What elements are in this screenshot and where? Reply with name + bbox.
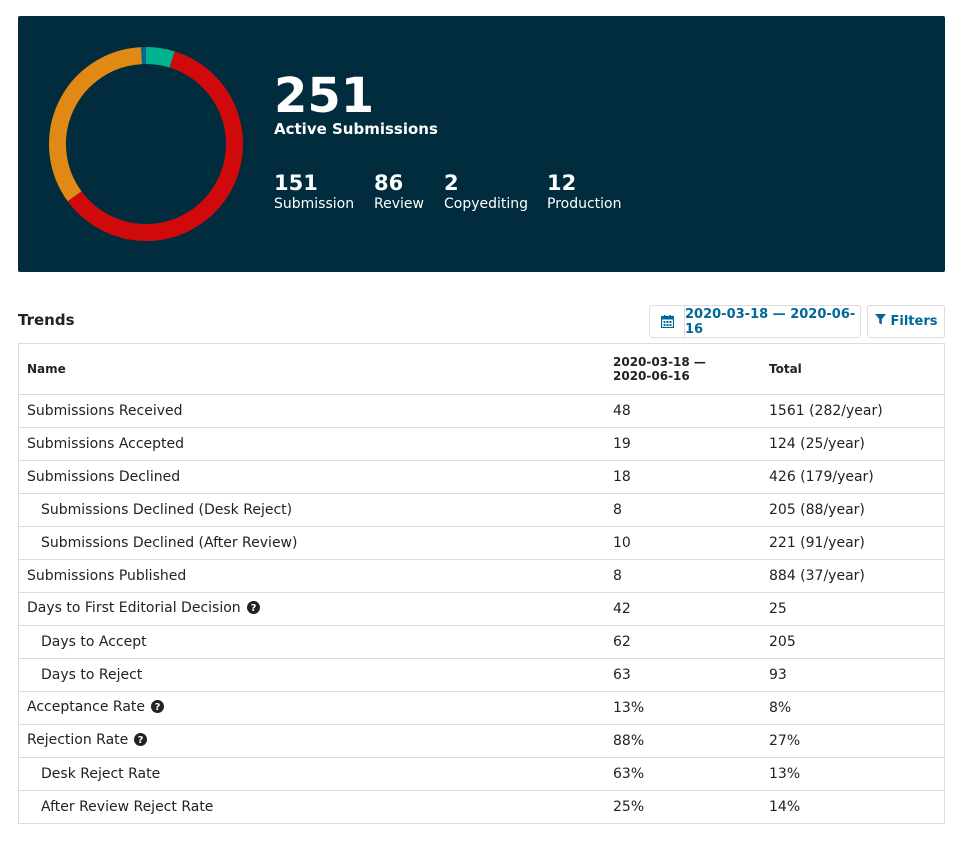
- svg-text:?: ?: [155, 702, 161, 713]
- stage-label: Production: [547, 196, 622, 212]
- stage-review: 86 Review: [374, 171, 424, 213]
- table-row: Submissions Received 48 1561 (282/year): [18, 394, 945, 428]
- row-range-value: 10: [605, 526, 761, 560]
- row-range-value: 25%: [605, 790, 761, 824]
- table-row: Submissions Accepted 19 124 (25/year): [18, 427, 945, 461]
- row-total-value: 14%: [761, 790, 945, 824]
- row-range-value: 18: [605, 460, 761, 494]
- calendar-icon: [650, 306, 685, 337]
- row-total-value: 205: [761, 625, 945, 659]
- row-total-value: 27%: [761, 724, 945, 758]
- row-total-value: 221 (91/year): [761, 526, 945, 560]
- row-name: Submissions Accepted: [18, 427, 605, 461]
- table-row: Submissions Declined (After Review) 10 2…: [18, 526, 945, 560]
- date-range-label: 2020-03-18 — 2020-06-16: [685, 306, 856, 337]
- column-header-range-line2: 2020-06-16: [613, 369, 690, 383]
- stage-count: 151: [274, 171, 318, 195]
- stage-label: Copyediting: [444, 196, 529, 212]
- column-header-date-range: 2020-03-18 — 2020-06-16: [605, 343, 761, 395]
- table-row: Days to First Editorial Decision? 42 25: [18, 592, 945, 626]
- donut-segment-review: [49, 47, 143, 202]
- row-total-value: 884 (37/year): [761, 559, 945, 593]
- row-range-value: 8: [605, 493, 761, 527]
- donut-segment-submission: [67, 51, 243, 241]
- table-row: Days to Reject 63 93: [18, 658, 945, 692]
- row-total-value: 205 (88/year): [761, 493, 945, 527]
- trends-title: Trends: [18, 311, 75, 329]
- stage-submission: 151 Submission: [274, 171, 354, 213]
- trends-table: Name 2020-03-18 — 2020-06-16 Total Submi…: [18, 343, 945, 824]
- table-row: Acceptance Rate? 13% 8%: [18, 691, 945, 725]
- filters-button[interactable]: Filters: [867, 305, 945, 338]
- active-submissions-label: Active Submissions: [274, 120, 438, 138]
- stage-count: 2: [444, 171, 459, 195]
- help-icon[interactable]: ?: [134, 733, 148, 750]
- row-total-value: 8%: [761, 691, 945, 725]
- row-total-value: 124 (25/year): [761, 427, 945, 461]
- stage-production: 12 Production: [547, 171, 621, 213]
- active-submissions-summary: 251 Active Submissions 151 Submission 86…: [18, 16, 945, 272]
- row-range-value: 13%: [605, 691, 761, 725]
- row-name: Submissions Declined (After Review): [18, 526, 605, 560]
- row-name-cell: Rejection Rate?: [18, 724, 605, 758]
- submissions-donut-chart: [49, 47, 243, 241]
- svg-text:?: ?: [138, 735, 144, 746]
- row-name: Acceptance Rate: [27, 699, 146, 715]
- table-row: After Review Reject Rate 25% 14%: [18, 790, 945, 824]
- row-name: Submissions Received: [18, 394, 605, 428]
- table-row: Submissions Declined (Desk Reject) 8 205…: [18, 493, 945, 527]
- stage-copyediting: 2 Copyediting: [444, 171, 528, 213]
- stage-label: Review: [374, 196, 424, 212]
- row-name: Submissions Published: [18, 559, 605, 593]
- column-header-total: Total: [761, 343, 945, 395]
- row-total-value: 93: [761, 658, 945, 692]
- row-total-value: 426 (179/year): [761, 460, 945, 494]
- svg-text:?: ?: [250, 603, 256, 614]
- row-total-value: 1561 (282/year): [761, 394, 945, 428]
- row-range-value: 8: [605, 559, 761, 593]
- row-range-value: 63%: [605, 757, 761, 791]
- row-total-value: 25: [761, 592, 945, 626]
- row-range-value: 48: [605, 394, 761, 428]
- row-name: Submissions Declined: [18, 460, 605, 494]
- active-submissions-count: 251: [274, 68, 375, 124]
- row-name: Rejection Rate: [27, 732, 129, 748]
- table-header-row: Name 2020-03-18 — 2020-06-16 Total: [18, 343, 945, 395]
- row-name: Days to Reject: [18, 658, 605, 692]
- row-name-cell: Acceptance Rate?: [18, 691, 605, 725]
- help-icon[interactable]: ?: [151, 700, 165, 717]
- row-name: Days to First Editorial Decision: [27, 600, 241, 616]
- table-row: Days to Accept 62 205: [18, 625, 945, 659]
- donut-segment-production: [145, 47, 175, 68]
- row-total-value: 13%: [761, 757, 945, 791]
- row-name: Days to Accept: [18, 625, 605, 659]
- table-row: Submissions Published 8 884 (37/year): [18, 559, 945, 593]
- row-name-cell: Days to First Editorial Decision?: [18, 592, 605, 626]
- date-range-button[interactable]: 2020-03-18 — 2020-06-16: [649, 305, 861, 338]
- table-row: Submissions Declined 18 426 (179/year): [18, 460, 945, 494]
- table-row: Desk Reject Rate 63% 13%: [18, 757, 945, 791]
- row-name: Desk Reject Rate: [18, 757, 605, 791]
- row-name: Submissions Declined (Desk Reject): [18, 493, 605, 527]
- help-icon[interactable]: ?: [246, 601, 260, 618]
- row-range-value: 42: [605, 592, 761, 626]
- stage-label: Submission: [274, 196, 355, 212]
- row-range-value: 19: [605, 427, 761, 461]
- table-row: Rejection Rate? 88% 27%: [18, 724, 945, 758]
- stage-count: 12: [547, 171, 577, 195]
- filters-label: Filters: [890, 314, 938, 329]
- row-name: After Review Reject Rate: [18, 790, 605, 824]
- filter-icon: [874, 314, 886, 329]
- row-range-value: 63: [605, 658, 761, 692]
- row-range-value: 88%: [605, 724, 761, 758]
- column-header-name: Name: [18, 343, 605, 395]
- row-range-value: 62: [605, 625, 761, 659]
- column-header-range-line1: 2020-03-18 —: [613, 355, 706, 369]
- stage-count: 86: [374, 171, 404, 195]
